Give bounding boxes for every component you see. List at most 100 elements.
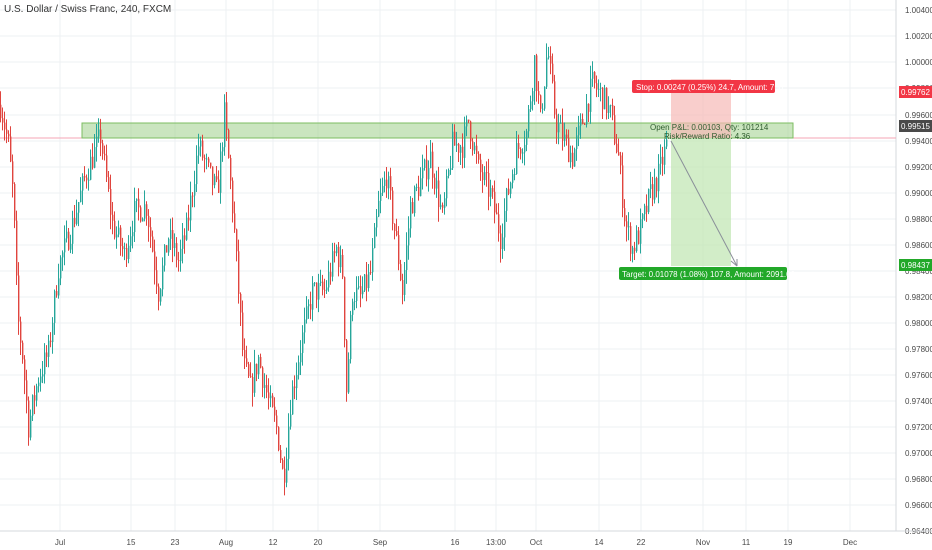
candle-body — [382, 185, 384, 193]
candle-body — [46, 352, 48, 357]
candle-body — [268, 392, 270, 399]
candle-body — [136, 198, 138, 201]
candle-body — [586, 103, 588, 125]
candle-body — [422, 168, 424, 179]
candle-body — [202, 140, 204, 158]
chart-title: U.S. Dollar / Swiss Franc, 240, FXCM — [4, 4, 172, 15]
candle-body — [458, 143, 460, 153]
candle-body — [372, 247, 374, 273]
candle-body — [336, 246, 338, 254]
candle-body — [270, 395, 272, 399]
candle-body — [370, 272, 372, 274]
candle-body — [290, 414, 292, 427]
candle-body — [474, 145, 476, 151]
candle-body — [70, 243, 72, 250]
candle-body — [102, 143, 104, 154]
candle-body — [278, 427, 280, 451]
candle-body — [660, 156, 662, 164]
candle-body — [232, 180, 234, 214]
candle-body — [416, 186, 418, 188]
candle-body — [242, 312, 244, 350]
x-tick-label: Dec — [843, 538, 857, 547]
candle-body — [92, 156, 94, 168]
candle-body — [602, 87, 604, 110]
y-tick-label: 0.97200 — [905, 423, 932, 432]
candle-body — [164, 245, 166, 266]
candle-body — [100, 129, 102, 144]
candle-body — [142, 218, 144, 222]
candle-body — [384, 179, 386, 186]
y-tick-label: 0.99200 — [905, 163, 932, 172]
candle-body — [74, 217, 76, 224]
projection-line — [670, 140, 738, 267]
candle-body — [550, 56, 552, 64]
candle-body — [560, 122, 562, 124]
candle-body — [230, 157, 232, 181]
candle-body — [576, 135, 578, 150]
candle-body — [608, 105, 610, 113]
candle-body — [650, 184, 652, 190]
candle-body — [570, 152, 572, 163]
candle-body — [224, 102, 226, 148]
candle-body — [436, 180, 438, 189]
candle-body — [22, 342, 24, 360]
candle-body — [346, 340, 348, 393]
candle-body — [494, 191, 496, 213]
candle-body — [246, 358, 248, 365]
candle-body — [438, 180, 440, 208]
candle-body — [604, 87, 606, 110]
candle-body — [482, 172, 484, 181]
candle-body — [432, 151, 434, 178]
y-tick-label: 0.97000 — [905, 449, 932, 458]
candle-body — [280, 450, 282, 461]
candle-body — [380, 192, 382, 201]
candle-body — [150, 227, 152, 237]
candle-body — [618, 152, 620, 156]
candle-body — [316, 282, 318, 300]
candle-body — [496, 212, 498, 215]
candle-body — [558, 123, 560, 133]
candle-body — [20, 321, 22, 343]
candle-body — [334, 251, 336, 254]
candle-body — [662, 156, 664, 165]
candle-body — [138, 198, 140, 208]
price-tag-entry-bg — [899, 120, 932, 132]
candle-body — [468, 119, 470, 122]
candle-body — [356, 287, 358, 302]
candle-body — [198, 146, 200, 156]
candle-body — [200, 140, 202, 147]
candle-body — [58, 278, 60, 296]
price-tag-stop: 0.99762 — [901, 88, 930, 97]
candle-body — [302, 332, 304, 353]
candle-body — [596, 83, 598, 90]
stop-label-bg — [632, 80, 775, 93]
candle-body — [536, 55, 538, 92]
candle-body — [392, 190, 394, 224]
candle-body — [640, 219, 642, 244]
candle-body — [412, 202, 414, 214]
candle-body — [360, 286, 362, 295]
candle-body — [530, 101, 532, 110]
price-tag-entry: 0.99515 — [901, 122, 930, 131]
candle-body — [642, 214, 644, 220]
y-tick-label: 0.96600 — [905, 501, 932, 510]
candle-body — [566, 134, 568, 138]
candle-body — [548, 56, 550, 58]
candle-body — [378, 200, 380, 217]
candle-body — [310, 304, 312, 310]
candle-body — [152, 236, 154, 252]
candle-body — [526, 131, 528, 145]
candle-body — [634, 247, 636, 252]
candle-body — [306, 306, 308, 320]
candle-body — [426, 159, 428, 180]
candle-body — [666, 139, 668, 147]
candle-body — [158, 286, 160, 302]
candle-body — [266, 385, 268, 393]
candle-body — [76, 212, 78, 224]
candle-body — [132, 232, 134, 237]
candle-body — [420, 178, 422, 197]
candle-body — [30, 415, 32, 438]
candle-body — [116, 234, 118, 238]
candle-body — [254, 363, 256, 393]
